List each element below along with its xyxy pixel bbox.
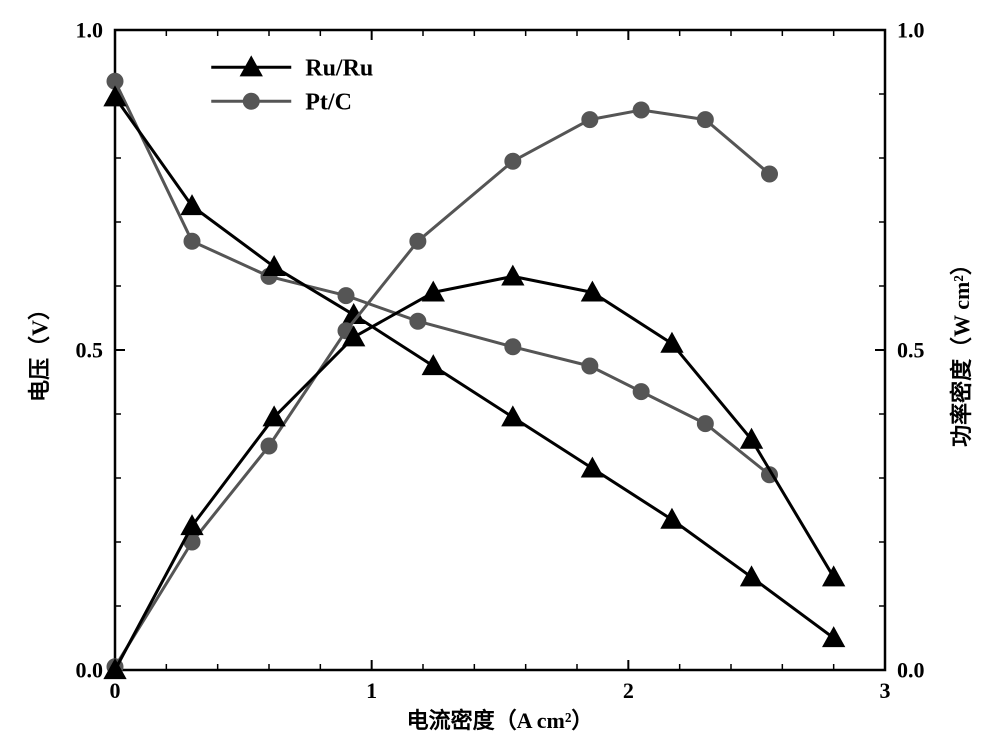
y_left-tick-label: 0.0	[76, 658, 104, 683]
y_left-tick-label: 0.5	[76, 338, 104, 363]
x-tick-label: 3	[880, 678, 891, 703]
y-right-axis-label: 功率密度（W cm²）	[949, 253, 974, 447]
y_right-tick-label: 0.0	[897, 658, 925, 683]
x-tick-label: 0	[110, 678, 121, 703]
legend-label: Ru/Ru	[305, 56, 373, 82]
y_left-tick-label: 1.0	[76, 18, 104, 43]
chart-svg: 01230.00.51.00.00.51.0电流密度（A cm²）电压（V）功率…	[0, 0, 1000, 752]
x-axis-label: 电流密度（A cm²）	[407, 708, 594, 733]
x-tick-label: 2	[623, 678, 634, 703]
y-left-axis-label: 电压（V）	[27, 298, 52, 402]
y_right-tick-label: 0.5	[897, 338, 925, 363]
y_right-tick-label: 1.0	[897, 18, 925, 43]
legend-label: Pt/C	[305, 90, 352, 116]
x-tick-label: 1	[366, 678, 377, 703]
chart-container: 01230.00.51.00.00.51.0电流密度（A cm²）电压（V）功率…	[0, 0, 1000, 752]
